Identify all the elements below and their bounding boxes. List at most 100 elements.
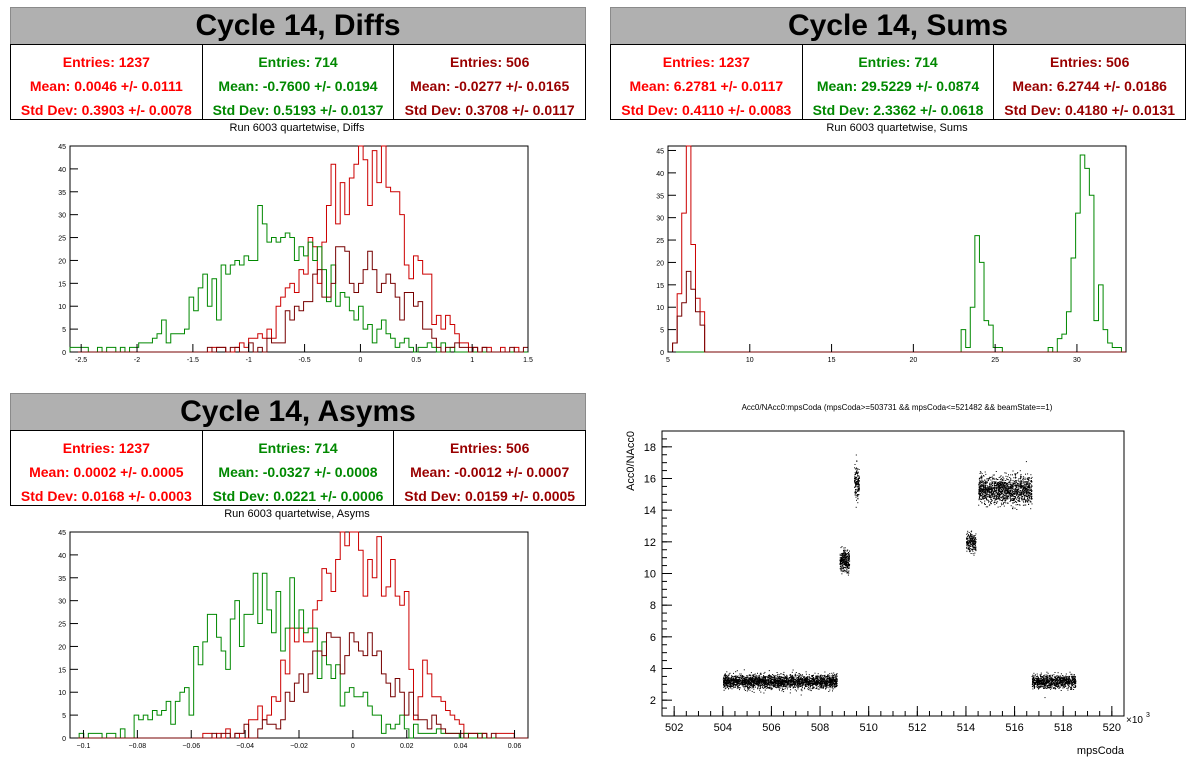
scatter-point — [773, 679, 775, 681]
x-tick-label: 20 — [909, 357, 917, 364]
scatter-point — [759, 685, 761, 686]
scatter-point — [1008, 487, 1010, 489]
stat-mean: Mean: 0.0002 +/- 0.0005 — [29, 464, 184, 480]
scatter-point — [759, 675, 761, 677]
scatter-point — [1021, 499, 1023, 501]
scatter-point — [790, 684, 792, 686]
scatter-point — [742, 683, 744, 684]
scatter-point — [736, 683, 738, 685]
scatter-point — [1029, 494, 1031, 496]
scatter-point — [790, 686, 791, 688]
scatter-point — [752, 680, 753, 682]
scatter-point — [816, 682, 818, 684]
scatter-point — [979, 485, 981, 487]
scatter-point — [968, 550, 970, 552]
scatter-point — [983, 475, 984, 477]
scatter-point — [1010, 486, 1012, 488]
scatter-point — [993, 493, 995, 495]
scatter-point — [757, 683, 759, 685]
scatter-point — [830, 678, 832, 680]
scatter-point — [736, 682, 738, 683]
scatter-point — [967, 540, 969, 542]
scatter-point — [1036, 677, 1038, 679]
scatter-point — [991, 487, 992, 489]
scatter-point — [824, 678, 826, 680]
scatter-point — [996, 483, 998, 485]
scatter-point — [807, 683, 808, 685]
scatter-point — [995, 496, 997, 498]
stat-std: Std Dev: 0.0221 +/- 0.0006 — [212, 488, 384, 504]
scatter-point — [723, 684, 725, 686]
scatter-point — [792, 681, 794, 683]
scatter-point — [801, 684, 803, 686]
scatter-point — [786, 682, 787, 684]
scatter-point — [799, 680, 801, 681]
scatter-point — [800, 679, 802, 681]
scatter-point — [825, 686, 827, 688]
scatter-point — [778, 682, 780, 684]
scatter-point — [748, 678, 750, 680]
scatter-point — [832, 690, 833, 692]
scatter-point — [825, 683, 827, 685]
scatter-point — [751, 687, 753, 689]
scatter-point — [832, 674, 834, 676]
scatter-point — [999, 490, 1001, 492]
scatter-point — [1027, 482, 1029, 484]
scatter-point — [783, 676, 785, 678]
scatter-point — [1029, 487, 1031, 489]
scatter-point — [1030, 488, 1032, 490]
scatter-point — [833, 683, 835, 685]
scatter-point — [823, 677, 825, 679]
scatter-point — [844, 569, 846, 571]
scatter-point — [1024, 481, 1026, 483]
scatter-point — [836, 675, 838, 677]
scatter-point — [1014, 473, 1016, 475]
scatter-point — [856, 473, 858, 475]
scatter-point — [831, 681, 833, 682]
scatter-point — [1055, 675, 1057, 677]
scatter-point — [750, 676, 752, 678]
scatter-point — [806, 683, 808, 685]
scatter-point — [1013, 496, 1015, 497]
scatter-point — [995, 481, 997, 483]
scatter-point — [1030, 486, 1032, 488]
scatter-point — [1073, 686, 1075, 688]
scatter-point — [993, 491, 995, 493]
scatter-point — [1016, 509, 1018, 510]
scatter-point — [829, 685, 830, 687]
scatter-point — [826, 685, 827, 686]
scatter-point — [823, 675, 825, 677]
scatter-point — [1014, 488, 1016, 490]
scatter-point — [978, 504, 980, 506]
scatter-point — [757, 677, 759, 679]
scatter-point — [840, 567, 842, 569]
scatter-point — [996, 496, 998, 498]
scatter-point — [724, 679, 726, 681]
scatter-point — [841, 565, 843, 567]
scatter-point — [848, 563, 850, 565]
scatter-point — [987, 479, 989, 481]
scatter-point — [1070, 688, 1072, 690]
scatter-point — [1029, 496, 1031, 498]
scatter-point — [1006, 495, 1008, 497]
scatter-point — [814, 682, 816, 684]
scatter-point — [800, 677, 802, 678]
scatter-point — [752, 681, 754, 683]
scatter-point — [767, 686, 769, 688]
scatter-point — [986, 498, 988, 500]
scatter-point — [791, 679, 793, 681]
stat-entries: Entries: 506 — [449, 54, 530, 70]
scatter-point — [756, 677, 758, 679]
y-tick-label: 45 — [656, 148, 664, 155]
scatter-point — [758, 684, 760, 686]
scatter-point — [1025, 501, 1027, 502]
scatter-point — [978, 493, 980, 495]
scatter-point — [787, 678, 789, 680]
scatter-point — [757, 688, 758, 690]
scatter-point — [833, 672, 835, 674]
scatter-point — [981, 488, 983, 490]
scatter-point — [1022, 504, 1024, 506]
scatter-point — [998, 491, 999, 493]
scatter-point — [996, 484, 998, 485]
scatter-point — [971, 534, 973, 535]
